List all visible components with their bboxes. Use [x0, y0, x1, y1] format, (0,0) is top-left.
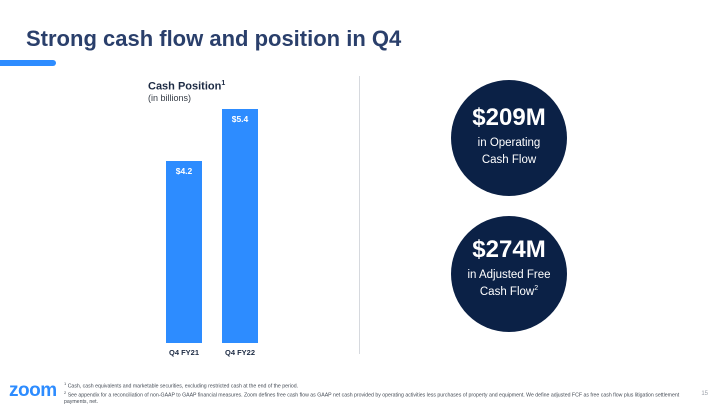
title-accent-bar	[0, 60, 56, 66]
highlight-footnote: 2	[534, 285, 539, 292]
chart-title-text: Cash Position	[148, 80, 222, 93]
highlight-adjusted-free-cash-flow: $274M in Adjusted Free Cash Flow2	[451, 216, 567, 332]
vertical-divider	[359, 76, 360, 354]
category-label: Q4 FY22	[225, 348, 255, 357]
footnotes: 1 Cash, cash equivalents and marketable …	[64, 381, 696, 405]
page-number: 15	[701, 391, 708, 397]
bar-value-label: $5.4	[232, 114, 249, 124]
footnote-text: Cash, cash equivalents and marketable se…	[67, 383, 299, 390]
highlight-operating-cash-flow: $209M in Operating Cash Flow	[451, 80, 567, 196]
bar-value-label: $4.2	[176, 166, 193, 176]
cash-position-chart: $4.2 Q4 FY21 $5.4 Q4 FY22	[166, 109, 258, 357]
highlight-value: $274M	[472, 236, 546, 263]
bar-q4-fy22	[222, 109, 258, 343]
footnote-marker: 2	[64, 390, 67, 396]
footnote-marker: 1	[64, 381, 67, 386]
chart-title: Cash Position1	[148, 80, 225, 93]
bar-q4-fy21	[166, 161, 202, 343]
footnote-1: 1 Cash, cash equivalents and marketable …	[64, 381, 696, 390]
category-label: Q4 FY21	[169, 348, 199, 357]
highlight-value: $209M	[472, 104, 546, 131]
footnote-text: See appendix for a reconciliation of non…	[64, 392, 680, 405]
highlight-label-text: in Adjusted Free Cash Flow	[467, 269, 551, 298]
zoom-logo: zoom	[9, 380, 57, 401]
chart-title-footnote: 1	[221, 80, 226, 87]
slide-title: Strong cash flow and position in Q4	[26, 26, 402, 51]
highlight-label-text: in Operating Cash Flow	[477, 137, 541, 166]
chart-subtitle: (in billions)	[148, 93, 192, 103]
highlight-label: in Operating Cash Flow	[464, 136, 554, 167]
highlight-label: in Adjusted Free Cash Flow2	[464, 268, 554, 299]
footnote-2: 2 See appendix for a reconciliation of n…	[64, 390, 696, 405]
